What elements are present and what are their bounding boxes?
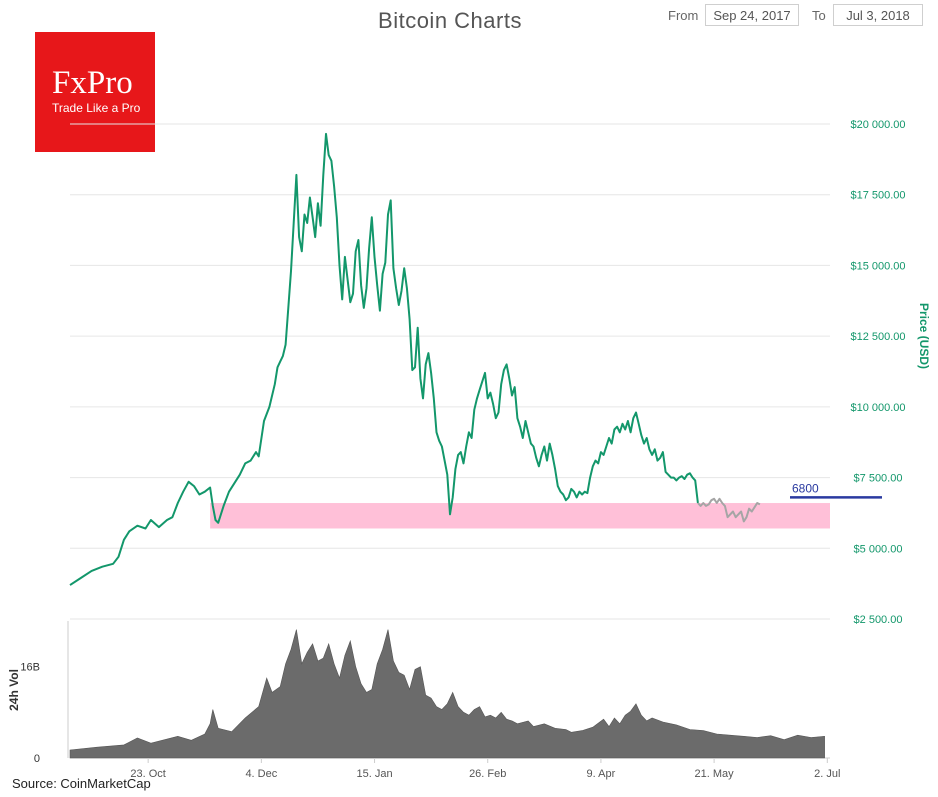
y-tick-label: $7 500.00: [854, 473, 903, 485]
y-tick-label: $5 000.00: [854, 543, 903, 555]
volume-axis-title: 24h Vol: [7, 669, 21, 711]
resistance-label: 6800: [792, 481, 819, 495]
from-date-input[interactable]: Sep 24, 2017: [705, 4, 799, 26]
from-label: From: [668, 8, 699, 23]
y-axis-title: Price (USD): [917, 303, 931, 369]
x-tick-label: 2. Jul: [814, 768, 840, 780]
chart-title: Bitcoin Charts: [378, 8, 522, 33]
y-tick-label: $2 500.00: [854, 614, 903, 626]
volume-tick-label: 16B: [20, 662, 40, 674]
source-note: Source: CoinMarketCap: [12, 776, 151, 791]
to-date-input[interactable]: Jul 3, 2018: [833, 4, 923, 26]
volume-tick-label: 0: [34, 753, 40, 765]
y-tick-label: $17 500.00: [850, 190, 905, 202]
to-label: To: [812, 8, 826, 23]
x-tick-label: 26. Feb: [469, 768, 506, 780]
y-tick-label: $20 000.00: [850, 119, 905, 131]
logo-name: FxPro: [52, 65, 133, 101]
price-series-line: [69, 132, 699, 586]
x-tick-label: 4. Dec: [245, 768, 277, 780]
volume-area: [69, 629, 825, 759]
price-recent-line: [697, 497, 761, 523]
x-tick-label: 15. Jan: [356, 768, 392, 780]
fxpro-logo: FxPro Trade Like a Pro: [35, 32, 155, 152]
x-tick-label: 23. Oct: [130, 768, 165, 780]
y-tick-label: $15 000.00: [850, 260, 905, 272]
y-tick-label: $12 500.00: [850, 331, 905, 343]
y-tick-label: $10 000.00: [850, 402, 905, 414]
x-tick-label: 21. May: [695, 768, 735, 780]
logo-tagline: Trade Like a Pro: [52, 101, 141, 115]
x-tick-label: 9. Apr: [587, 768, 616, 780]
